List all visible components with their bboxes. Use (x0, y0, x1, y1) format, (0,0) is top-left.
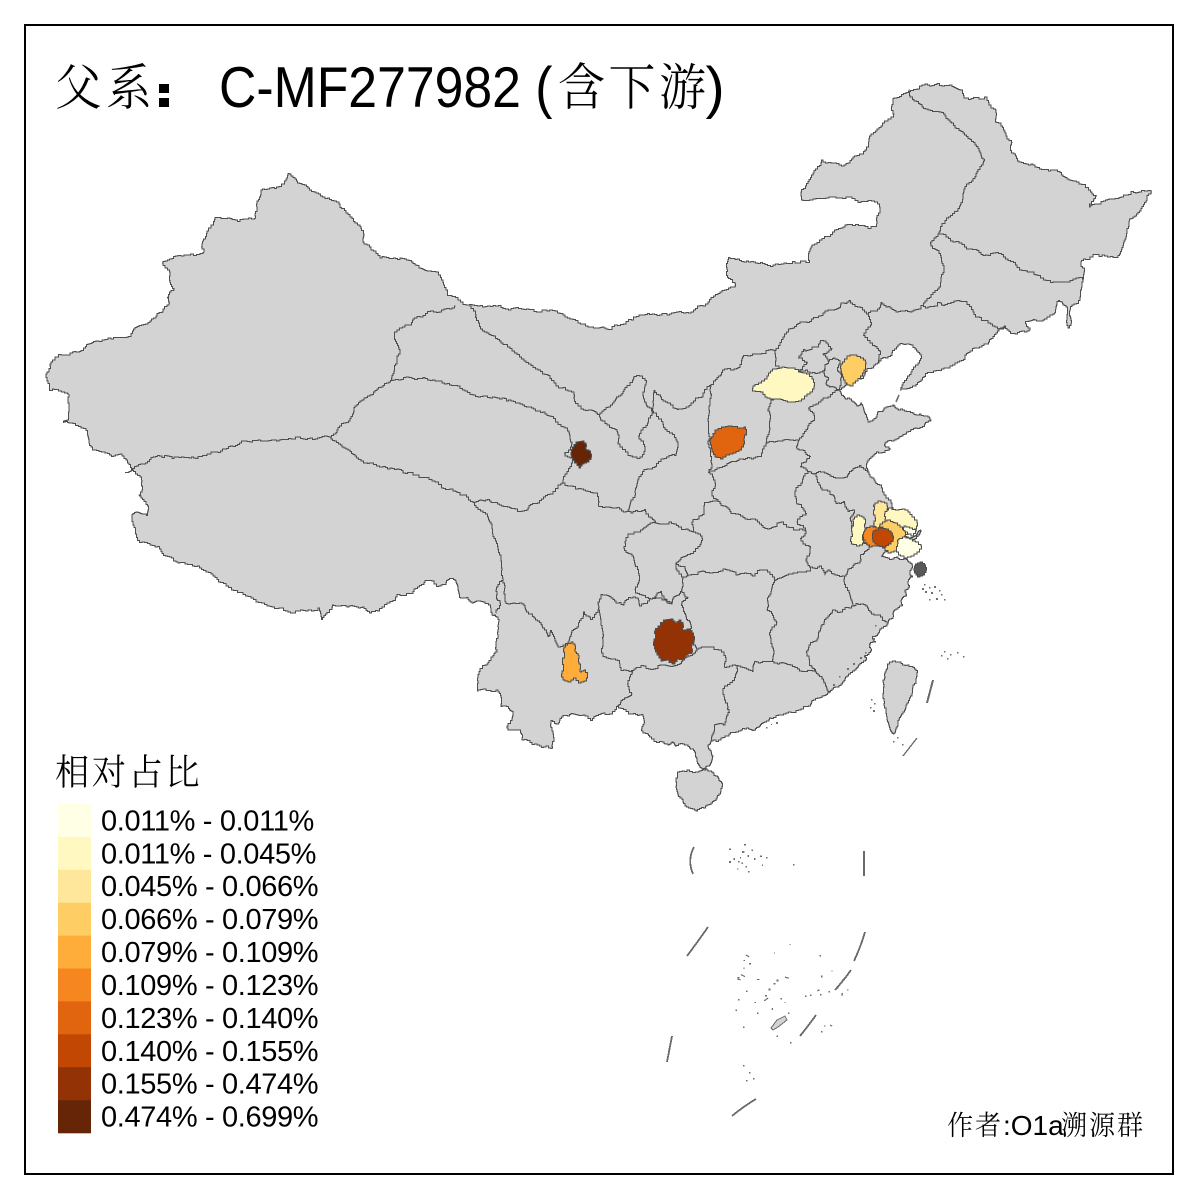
svg-text::O1a: :O1a (1003, 1110, 1064, 1141)
svg-text:0.011% - 0.011%: 0.011% - 0.011% (101, 806, 314, 838)
svg-text:0.140% - 0.155%: 0.140% - 0.155% (101, 1036, 318, 1068)
svg-text:0.123% - 0.140%: 0.123% - 0.140% (101, 1003, 318, 1035)
svg-text:C-MF277982 (: C-MF277982 ( (219, 54, 553, 119)
svg-text:0.066% - 0.079%: 0.066% - 0.079% (101, 904, 318, 936)
svg-text:0.011% - 0.045%: 0.011% - 0.045% (101, 838, 316, 870)
svg-text:0.079% - 0.109%: 0.079% - 0.109% (101, 937, 318, 969)
svg-text:0.155% - 0.474%: 0.155% - 0.474% (101, 1069, 318, 1101)
svg-text:0.045% - 0.066%: 0.045% - 0.066% (101, 871, 318, 903)
svg-text:0.474% - 0.699%: 0.474% - 0.699% (101, 1102, 318, 1134)
svg-text:0.109% - 0.123%: 0.109% - 0.123% (101, 970, 318, 1002)
svg-text:): ) (706, 56, 725, 120)
